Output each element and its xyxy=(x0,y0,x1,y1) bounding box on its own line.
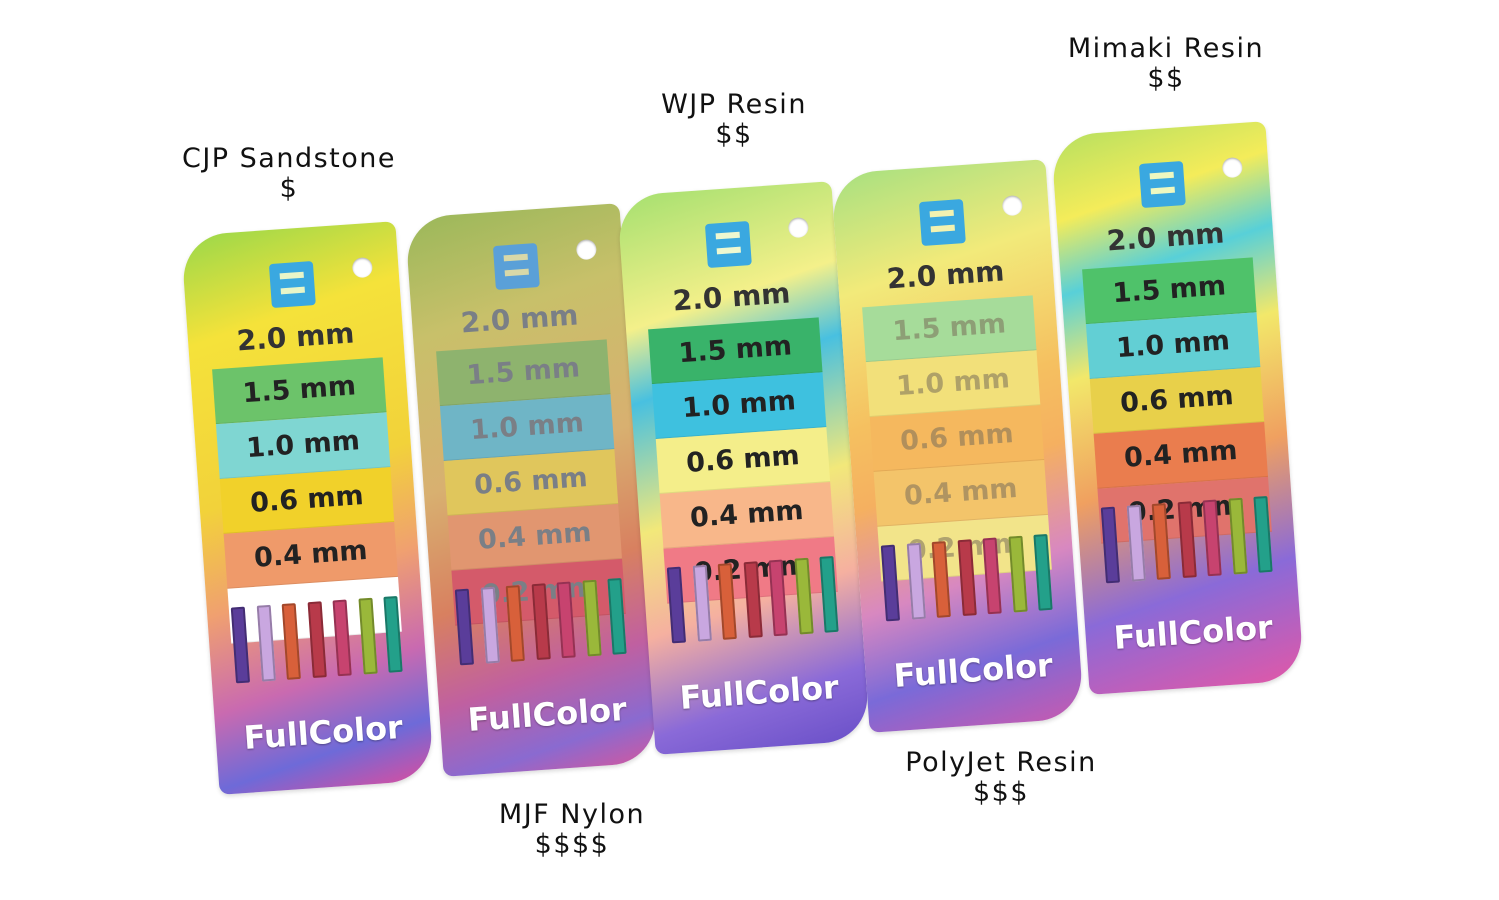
brand-text: FullColor xyxy=(678,667,840,717)
color-bar xyxy=(906,542,926,620)
price: $$$$ xyxy=(534,829,610,860)
color-bars xyxy=(230,595,403,684)
price: $ xyxy=(279,173,299,204)
color-bar xyxy=(332,599,352,677)
color-bar xyxy=(957,539,977,617)
keyring-hole xyxy=(575,238,598,261)
label-mimaki-resin: Mimaki Resin $$ xyxy=(1040,34,1292,94)
thickness-2-0-label: 2.0 mm xyxy=(235,316,356,358)
color-bar xyxy=(743,561,763,639)
material-name: Mimaki Resin xyxy=(1067,33,1265,64)
color-bar xyxy=(230,606,251,684)
color-bar xyxy=(1177,501,1197,579)
color-bar xyxy=(1227,497,1248,575)
logo-icon xyxy=(704,221,752,268)
color-bar xyxy=(480,586,500,664)
color-bar xyxy=(307,601,327,679)
color-bar xyxy=(931,541,951,618)
price: $$$ xyxy=(972,777,1030,808)
color-bar xyxy=(1151,503,1171,580)
color-bar xyxy=(1126,504,1146,582)
material-name: CJP Sandstone xyxy=(181,143,396,174)
logo-icon xyxy=(268,261,316,308)
thickness-2-0-label: 2.0 mm xyxy=(885,254,1006,296)
color-bar xyxy=(768,559,788,637)
color-bar xyxy=(717,563,737,640)
keyring-hole xyxy=(1221,156,1244,179)
thickness-2-0-label: 2.0 mm xyxy=(459,298,580,340)
color-bar xyxy=(281,603,301,680)
price: $$ xyxy=(715,119,753,150)
color-bar xyxy=(454,588,475,666)
label-wjp-resin: WJP Resin $$ xyxy=(630,90,838,150)
keyring-hole xyxy=(787,216,810,239)
price: $$ xyxy=(1147,63,1185,94)
material-name: WJP Resin xyxy=(661,89,807,120)
sample-card-mjf-nylon: 2.0 mm 1.5 mm 1.0 mm 0.6 mm 0.4 mm 0.2 m… xyxy=(404,203,659,777)
color-bar xyxy=(692,564,712,642)
material-name: PolyJet Resin xyxy=(905,747,1097,778)
label-polyjet-resin: PolyJet Resin $$$ xyxy=(870,748,1132,808)
logo-icon xyxy=(918,199,966,246)
sample-card-wjp-resin: 2.0 mm 1.5 mm 1.0 mm 0.6 mm 0.4 mm 0.2 m… xyxy=(616,181,871,755)
color-bar xyxy=(556,581,576,659)
color-bars xyxy=(666,555,839,644)
color-bar xyxy=(1007,535,1028,613)
thickness-2-0-label: 2.0 mm xyxy=(1105,216,1226,258)
label-cjp-sandstone: CJP Sandstone $ xyxy=(160,144,418,204)
sample-card-polyjet-resin: 2.0 mm 1.5 mm 1.0 mm 0.6 mm 0.4 mm 0.2 m… xyxy=(830,159,1085,733)
logo-icon xyxy=(1138,161,1186,208)
color-bars xyxy=(880,533,1053,622)
logo-icon xyxy=(492,243,540,290)
color-bars xyxy=(454,577,627,666)
color-bar xyxy=(880,544,901,622)
brand-text: FullColor xyxy=(1112,607,1274,657)
color-bar xyxy=(581,579,602,657)
color-bar xyxy=(505,585,525,662)
brand-text: FullColor xyxy=(242,707,404,757)
color-bar xyxy=(357,597,378,675)
color-bar xyxy=(531,583,551,661)
color-bars xyxy=(1100,495,1273,584)
keyring-hole xyxy=(351,256,374,279)
color-bar xyxy=(256,604,276,682)
sample-card-mimaki-resin: 2.0 mm 1.5 mm 1.0 mm 0.6 mm 0.4 mm 0.2 m… xyxy=(1050,121,1305,695)
brand-text: FullColor xyxy=(892,645,1054,695)
color-bar xyxy=(1100,506,1121,584)
sample-card-cjp-sandstone: 2.0 mm 1.5 mm 1.0 mm 0.6 mm 0.4 mm FullC… xyxy=(180,221,435,795)
color-bar xyxy=(1202,499,1222,577)
keyring-hole xyxy=(1001,194,1024,217)
thickness-2-0-label: 2.0 mm xyxy=(671,276,792,318)
brand-text: FullColor xyxy=(466,689,628,739)
color-bar xyxy=(793,557,814,635)
material-name: MJF Nylon xyxy=(498,799,646,830)
label-mjf-nylon: MJF Nylon $$$$ xyxy=(470,800,674,860)
color-bar xyxy=(982,537,1002,615)
color-bar xyxy=(666,566,687,644)
